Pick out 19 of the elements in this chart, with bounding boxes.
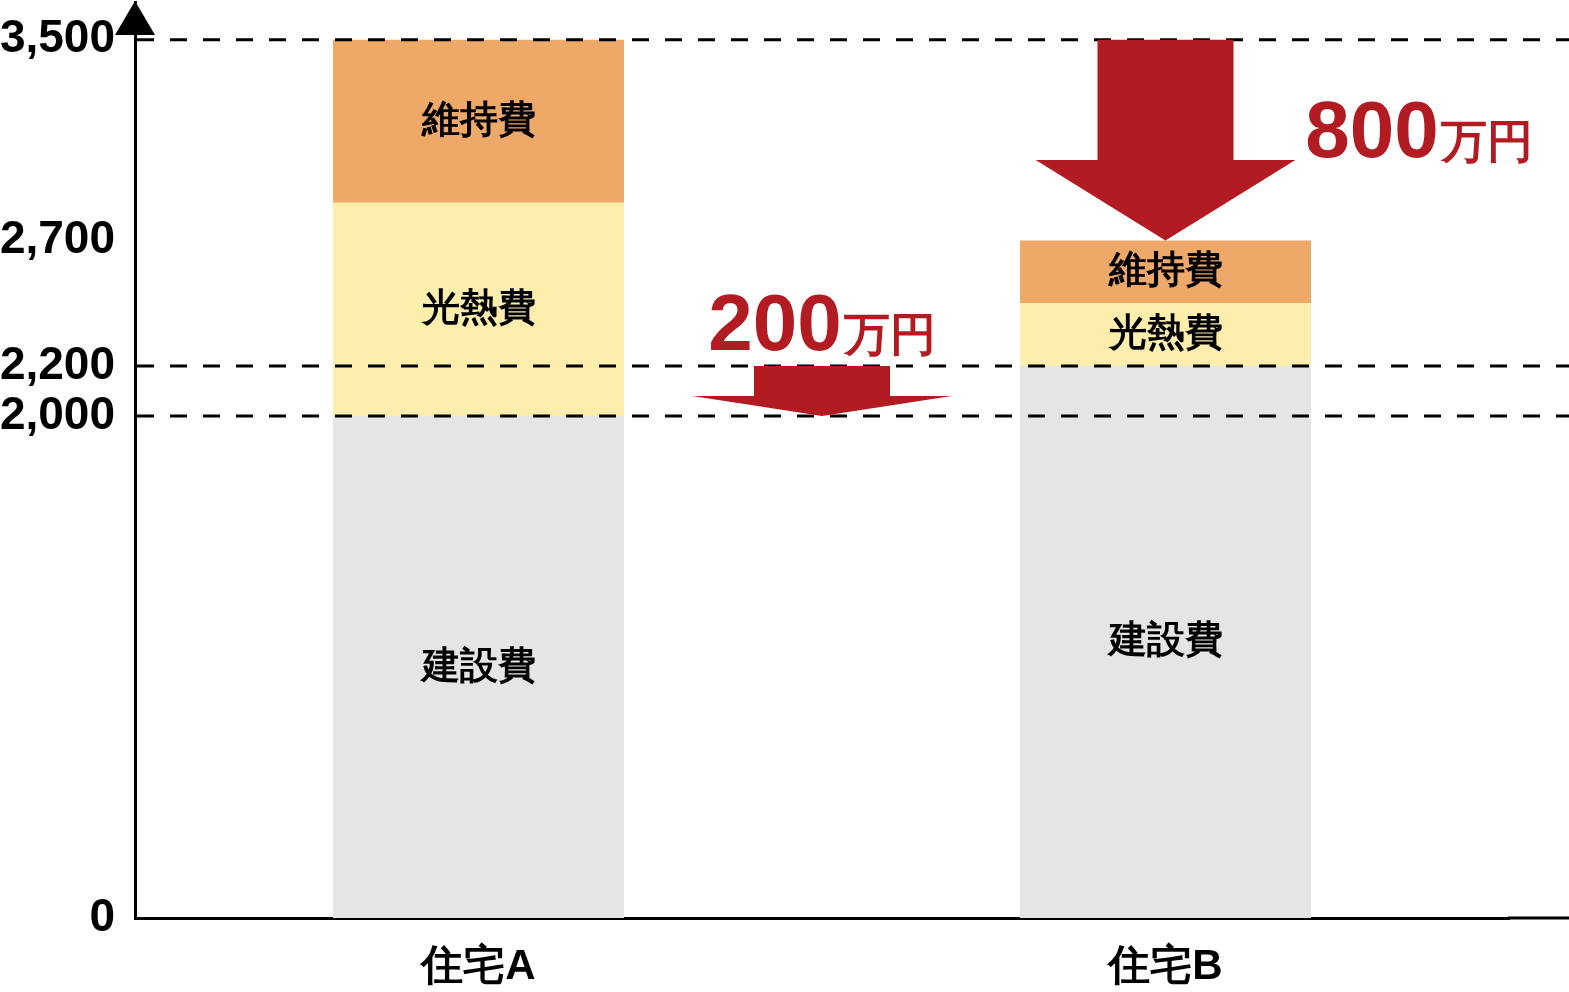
bar: [332, 202, 625, 417]
bar: [1019, 365, 1312, 918]
series-label: 光熱費: [1106, 311, 1223, 353]
y-tick-label: 0: [89, 888, 115, 941]
y-tick-label: 2,700: [0, 211, 115, 264]
x-tick-label: 住宅A: [419, 940, 536, 988]
bar: [332, 416, 625, 918]
y-tick-label: 2,000: [0, 386, 115, 439]
text: 光熱費: [421, 285, 536, 328]
series-label: 建設費: [418, 643, 536, 686]
annotation: 800万円: [1305, 84, 1533, 174]
x-tick-label: 住宅B: [1106, 940, 1223, 988]
y-tick-label: 2,200: [0, 336, 115, 389]
text: 維持費: [421, 97, 536, 140]
y-tick-label: 3,500: [0, 10, 115, 63]
annotation: 200万円: [708, 277, 936, 367]
series-label: 維持費: [1107, 248, 1223, 291]
text: 建設費: [1108, 618, 1223, 661]
bar: [332, 39, 625, 203]
